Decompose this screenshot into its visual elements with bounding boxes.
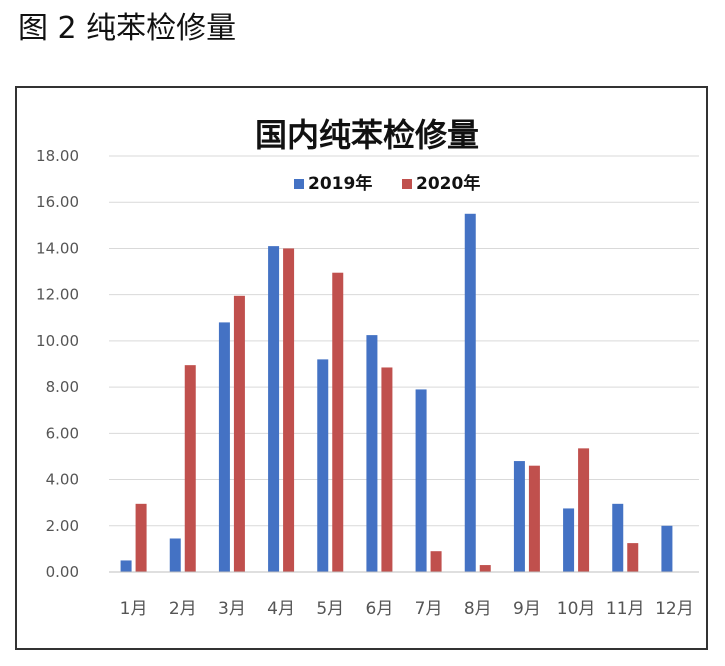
x-category-label: 9月 (513, 599, 541, 619)
chart-title: 国内纯苯检修量 (255, 116, 479, 154)
bar-series-1 (218, 322, 230, 572)
legend-swatch (294, 179, 304, 189)
y-axis-ticks: 0.00 2.00 4.00 6.00 8.00 10.00 12.00 14.00 16.00… (36, 147, 79, 581)
x-category-label: 7月 (415, 599, 443, 619)
bar-series-2 (283, 248, 295, 572)
y-tick-label: 10.00 (36, 332, 79, 350)
bar-series-1 (464, 213, 476, 572)
x-category-label: 10月 (557, 599, 596, 619)
bar-series-2 (479, 565, 491, 572)
x-category-label: 6月 (366, 599, 394, 619)
y-tick-label: 18.00 (36, 147, 79, 165)
bar-series-1 (317, 359, 329, 572)
x-category-label: 3月 (218, 599, 246, 619)
bars (120, 213, 673, 572)
x-category-label: 5月 (316, 599, 344, 619)
bar-series-2 (184, 365, 196, 572)
x-category-label: 11月 (606, 599, 645, 619)
bar-series-1 (612, 503, 624, 572)
y-tick-label: 2.00 (46, 517, 79, 535)
bar-series-1 (661, 525, 673, 572)
legend-swatch (402, 179, 412, 189)
bar-series-1 (563, 508, 575, 572)
x-category-label: 8月 (464, 599, 492, 619)
y-tick-label: 4.00 (46, 471, 79, 489)
y-tick-label: 14.00 (36, 239, 79, 257)
x-category-label: 4月 (267, 599, 295, 619)
y-tick-label: 0.00 (46, 563, 79, 581)
bar-series-1 (415, 389, 427, 572)
bar-series-1 (268, 246, 280, 572)
bar-series-2 (332, 272, 344, 572)
bar-series-1 (366, 335, 378, 572)
x-category-label: 1月 (120, 599, 148, 619)
bar-series-1 (120, 560, 132, 572)
bar-series-2 (578, 448, 590, 572)
bar-series-1 (513, 461, 525, 572)
bar-series-2 (430, 551, 442, 572)
y-tick-label: 16.00 (36, 193, 79, 211)
bar-series-2 (135, 503, 147, 572)
legend-label: 2019年 (308, 173, 372, 194)
x-category-label: 2月 (169, 599, 197, 619)
chart-frame: 0.00 2.00 4.00 6.00 8.00 10.00 12.00 14.00 16.00… (15, 86, 708, 650)
y-tick-label: 12.00 (36, 286, 79, 304)
bar-series-2 (381, 367, 393, 572)
legend: 2019年 2020年 (294, 173, 480, 194)
bar-series-2 (528, 465, 540, 572)
y-tick-label: 8.00 (46, 378, 79, 396)
x-category-label: 12月 (655, 599, 694, 619)
gridlines (109, 155, 699, 527)
bar-chart: 0.00 2.00 4.00 6.00 8.00 10.00 12.00 14.00 16.00… (36, 116, 699, 619)
figure-caption: 图 2 纯苯检修量 (18, 11, 237, 46)
bar-series-2 (627, 543, 639, 572)
x-axis-categories: 1月 2月 3月 4月 5月 6月 7月 8月 9月 10月 11月 12月 (120, 599, 694, 619)
legend-label: 2020年 (416, 173, 480, 194)
y-tick-label: 6.00 (46, 424, 79, 442)
bar-series-1 (169, 538, 181, 572)
bar-series-2 (233, 295, 245, 572)
